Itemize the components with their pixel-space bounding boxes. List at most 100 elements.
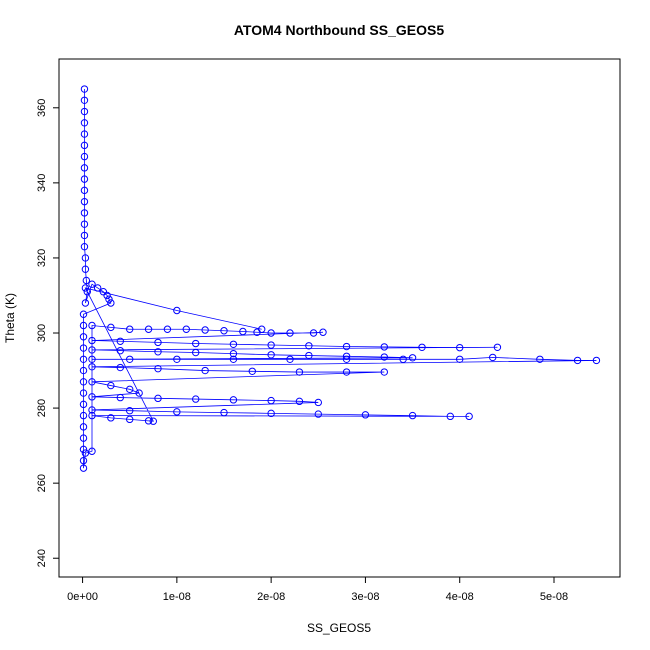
plot-frame [58, 58, 621, 578]
data-point [79, 310, 88, 318]
data-point [229, 355, 238, 363]
data-point [149, 417, 157, 425]
data-point [399, 355, 407, 363]
data-point [267, 409, 275, 418]
data-point [116, 363, 124, 372]
data-point [592, 356, 601, 365]
data-point [126, 325, 134, 333]
data-point [267, 341, 275, 349]
data-point [314, 398, 322, 407]
data-point [154, 394, 162, 403]
data-point [81, 449, 90, 457]
data-point [80, 242, 89, 251]
data-point [81, 254, 90, 262]
data-point [342, 355, 351, 363]
data-point [173, 355, 181, 363]
y-axis: 240 260 280 300 320 340 360 [36, 99, 60, 567]
data-point [220, 327, 228, 335]
data-point [446, 412, 454, 421]
data-point [456, 343, 464, 352]
data-point [107, 381, 115, 390]
data-point [154, 364, 162, 373]
data-point [342, 352, 351, 360]
data-point [342, 342, 351, 351]
data-point [88, 393, 96, 401]
y-tick-label: 300 [36, 324, 48, 342]
data-point [80, 164, 89, 172]
x-axis-label: SS_GEOS5 [307, 621, 371, 635]
data-point [220, 408, 228, 417]
data-point [286, 355, 294, 363]
data-point [126, 407, 134, 415]
data-point [80, 107, 89, 116]
data-point [79, 389, 88, 397]
data-point [88, 378, 96, 386]
data-point [79, 434, 88, 442]
data-point [408, 411, 417, 420]
data-point [305, 342, 313, 350]
data-point [182, 325, 190, 333]
data-point [163, 325, 172, 333]
data-point [79, 355, 88, 363]
data-point [79, 445, 88, 454]
data-point [144, 417, 153, 425]
data-point [154, 338, 162, 347]
data-point [173, 408, 181, 416]
data-point [79, 423, 88, 431]
data-point [80, 85, 89, 93]
data-point [80, 197, 89, 206]
data-point [192, 348, 200, 357]
data-point [361, 411, 370, 419]
data-point [173, 306, 181, 315]
data-point [99, 288, 108, 296]
data-point [229, 349, 238, 358]
data-point [192, 339, 200, 348]
data-point [116, 337, 124, 345]
data-point [103, 291, 111, 300]
data-point [239, 327, 247, 336]
data-point [229, 396, 238, 404]
data-point [418, 343, 426, 351]
data-point [79, 411, 88, 420]
data-point [201, 326, 209, 334]
data-point [201, 366, 209, 375]
data-point [80, 209, 89, 217]
data-point [258, 325, 266, 333]
data-point [107, 323, 115, 332]
data-point [295, 368, 304, 376]
data-point [192, 395, 200, 403]
data-point [79, 378, 88, 386]
data-point [305, 351, 313, 360]
data-point [126, 385, 134, 394]
data-point [80, 186, 89, 195]
data-point [408, 354, 417, 362]
data-point [493, 343, 502, 351]
data-point [144, 325, 153, 333]
data-point [380, 353, 388, 361]
data-point [79, 321, 88, 330]
data-point [465, 412, 473, 421]
data-point [88, 406, 96, 414]
y-tick-label: 280 [36, 399, 48, 417]
data-point [536, 355, 544, 363]
data-point [135, 389, 143, 397]
y-tick-label: 360 [36, 99, 48, 117]
data-point [116, 346, 124, 355]
y-axis-label: Theta (K) [3, 293, 17, 343]
data-point [126, 415, 134, 424]
x-tick-label: 2e-08 [257, 591, 285, 603]
data-point [88, 346, 96, 354]
data-point [248, 367, 256, 375]
data-point [80, 130, 89, 138]
data-point [105, 295, 113, 303]
data-point [88, 355, 96, 363]
data-point [229, 340, 238, 348]
data-point [309, 329, 318, 337]
y-tick-label: 240 [36, 549, 48, 567]
data-point [79, 464, 88, 472]
data-point [79, 400, 88, 409]
data-point [88, 321, 96, 330]
data-point [295, 397, 304, 406]
data-point [380, 368, 388, 376]
x-tick-label: 3e-08 [351, 591, 379, 603]
